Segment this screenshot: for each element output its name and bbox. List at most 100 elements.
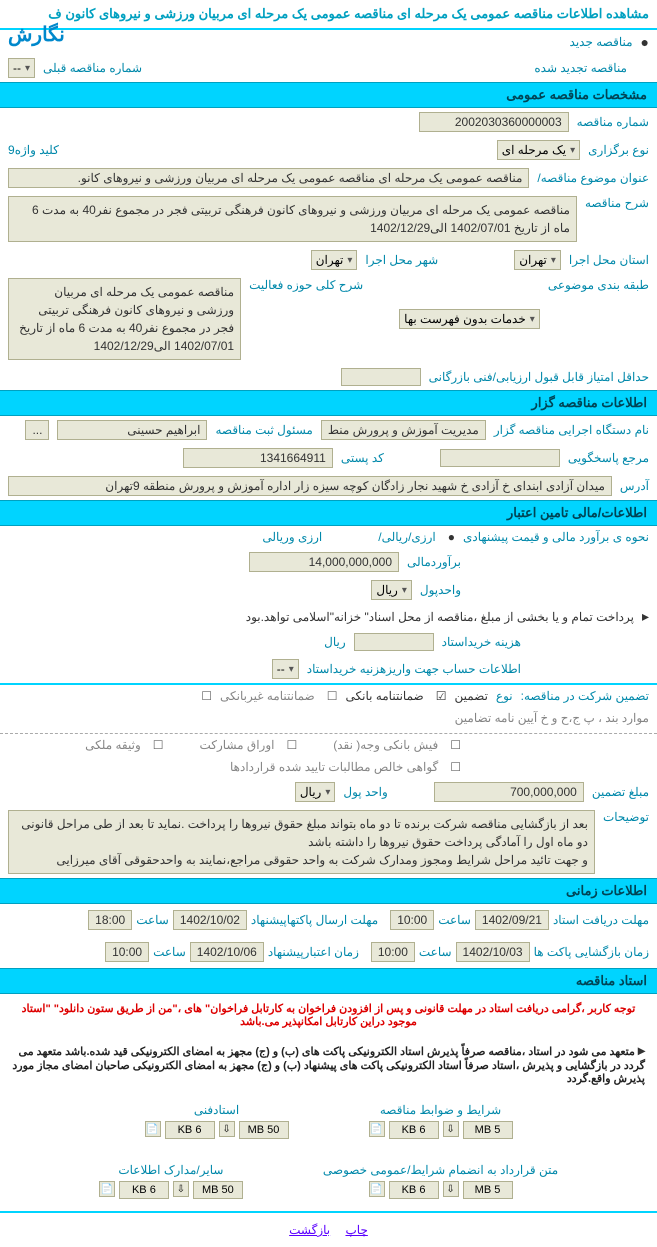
doc4: سایر/مدارک اطلاعات 50 MB ⇩ 6 KB 📄 (99, 1163, 243, 1199)
activity-label: شرح کلی حوزه فعالیت (249, 278, 363, 292)
doc3-label: متن قرارداد به انضمام شرایط/عمومی خصوصی (323, 1163, 558, 1177)
g1-checkbox[interactable] (432, 689, 447, 703)
status-new: مناقصه جدید (570, 35, 633, 49)
amount-label: برآوردمالی (407, 555, 461, 569)
gtype-value: تضمین (454, 689, 487, 703)
subject-value: مناقصه عمومی یک مرحله ای مناقصه عمومی یک… (8, 168, 529, 188)
open-time: 10:00 (371, 942, 415, 962)
print-link[interactable]: چاپ (345, 1223, 367, 1237)
buy-cost-label: هزینه خریداستاد (442, 635, 521, 649)
acc-label: اطلاعات حساب جهت واریزهزنیه خریداستاد (307, 662, 521, 676)
prev-number-dropdown[interactable]: -- (8, 58, 35, 78)
valid-label: زمان اعتبارپیشنهاد (268, 945, 359, 959)
min-score-label: حداقل امتیاز قابل قبول ارزیابی/فنی بازرگ… (429, 370, 649, 384)
min-score-value (341, 368, 421, 386)
status-row-2: مناقصه تجدید شده شماره مناقصه قبلی -- (0, 54, 657, 82)
file-icon[interactable]: 📄 (145, 1121, 161, 1137)
doc1: شرایط و ضوابط مناقصه 5 MB ⇩ 6 KB 📄 (369, 1103, 513, 1139)
gunit-label: واحد پول (343, 785, 387, 799)
subject-label: عنوان موضوع مناقصه/ (537, 171, 649, 185)
notes-value: بعد از بازگشایی مناقصه شرکت برنده تا دو … (8, 810, 595, 874)
buy-cost-value (354, 633, 434, 651)
estimate-label: نحوه ی برآورد مالی و قیمت پیشنهادی (463, 530, 649, 544)
g4-checkbox[interactable] (446, 738, 461, 752)
doc3-size: 5 MB (463, 1181, 513, 1199)
note-black: ▸ متعهد می شود در استاد ،مناقصه صرفاً پذ… (0, 1036, 657, 1091)
type-label: نوع برگزاری (588, 143, 649, 157)
download-icon[interactable]: ⇩ (173, 1181, 189, 1197)
file-icon[interactable]: 📄 (369, 1121, 385, 1137)
doc4-kb: 6 KB (119, 1181, 169, 1199)
status-row: ● مناقصه جدید (65, 30, 657, 54)
class-dropdown[interactable]: خدمات بدون فهرست بها (399, 309, 540, 329)
doc2-label: استادفنی (145, 1103, 289, 1117)
g3-checkbox[interactable] (197, 689, 212, 703)
page-title: مشاهده اطلاعات مناقصه عمومی یک مرحله ای … (48, 6, 649, 21)
open-date: 1402/10/03 (456, 942, 530, 962)
type-dropdown[interactable]: یک مرحله ای (497, 140, 580, 160)
desc-value: مناقصه عمومی یک مرحله ای مربیان ورزشی و … (8, 196, 577, 242)
gtype-label: نوع (496, 689, 513, 703)
section-time-header: اطلاعات زمانی (0, 878, 657, 904)
unit-dropdown[interactable]: ریال (371, 580, 412, 600)
activity-value: مناقصه عمومی یک مرحله ای مربیان ورزشی و … (8, 278, 241, 360)
bullet-icon: ● (641, 34, 649, 50)
ref-label: مرجع پاسخگویی (568, 451, 649, 465)
doc2-size: 50 MB (239, 1121, 289, 1139)
doc1-kb: 6 KB (389, 1121, 439, 1139)
keyword-label: کلید واژه9 (8, 143, 59, 157)
addr-label: آدرس (620, 479, 649, 493)
section-docs-header: استاد مناقصه (0, 968, 657, 994)
org-value: مدیریت آموزش و پرورش منط (321, 420, 486, 440)
acc-dropdown[interactable]: -- (272, 659, 299, 679)
doc4-size: 50 MB (193, 1181, 243, 1199)
g5-checkbox[interactable] (282, 738, 297, 752)
file-icon[interactable]: 📄 (99, 1181, 115, 1197)
valid-date: 1402/10/06 (190, 942, 264, 962)
doc2-kb: 6 KB (165, 1121, 215, 1139)
section-finance-header: اطلاعات/مالی تامین اعتبار (0, 500, 657, 526)
addr-value: میدان آزادی ابندای خ آزادی خ شهید نجار ز… (8, 476, 612, 496)
tender-number: 2002030360000003 (419, 112, 569, 132)
g7-checkbox[interactable] (446, 760, 461, 774)
recv-date: 1402/09/21 (475, 910, 549, 930)
currency-rial-radio[interactable] (444, 530, 455, 544)
doc4-label: سایر/مدارک اطلاعات (99, 1163, 243, 1177)
province-dropdown[interactable]: تهران (514, 250, 561, 270)
send-time: 18:00 (88, 910, 132, 930)
send-date: 1402/10/02 (173, 910, 247, 930)
notes-label: توضیحات (603, 810, 649, 824)
bullet-icon: ▸ (642, 608, 649, 625)
guarantee-label: تضمین شرکت در مناقصه: (521, 689, 649, 703)
g6-checkbox[interactable] (149, 738, 164, 752)
resp-label: مسئول ثبت مناقصه (215, 423, 312, 437)
logo: نگارش (8, 22, 65, 47)
unit-label: واحدپول (420, 583, 461, 597)
download-icon[interactable]: ⇩ (443, 1181, 459, 1197)
org-label: نام دستگاه اجرایی مناقصه گزار (494, 423, 649, 437)
section-general-header: مشخصات مناقصه عمومی (0, 82, 657, 108)
download-icon[interactable]: ⇩ (443, 1121, 459, 1137)
back-link[interactable]: بازگشت (289, 1223, 330, 1237)
g2-checkbox[interactable] (323, 689, 338, 703)
gunit-dropdown[interactable]: ریال (295, 782, 336, 802)
currency-fx: ارزی وریالی (262, 530, 322, 544)
link-bar: چاپ بازگشت (0, 1213, 657, 1247)
download-icon[interactable]: ⇩ (219, 1121, 235, 1137)
currency-rial: ارزی/ریالی/ (378, 530, 435, 544)
ref-value (440, 449, 560, 467)
desc-label: شرح مناقصه (585, 196, 649, 210)
buy-cost-unit: ریال (324, 635, 346, 649)
amount-value: 14,000,000,000 (249, 552, 399, 572)
page-header: مشاهده اطلاعات مناقصه عمومی یک مرحله ای … (0, 0, 657, 30)
file-icon[interactable]: 📄 (369, 1181, 385, 1197)
send-label: مهلت ارسال پاکتهاپیشنهاد (251, 913, 378, 927)
resp-extra[interactable]: ... (25, 420, 49, 440)
city-dropdown[interactable]: تهران (311, 250, 358, 270)
doc3-kb: 6 KB (389, 1181, 439, 1199)
post-value: 1341664911 (183, 448, 333, 468)
doc2: استادفنی 50 MB ⇩ 6 KB 📄 (145, 1103, 289, 1139)
open-label: زمان بازگشایی پاکت ها (534, 945, 649, 959)
recv-label: مهلت دریافت استاد (553, 913, 649, 927)
doc3: متن قرارداد به انضمام شرایط/عمومی خصوصی … (323, 1163, 558, 1199)
